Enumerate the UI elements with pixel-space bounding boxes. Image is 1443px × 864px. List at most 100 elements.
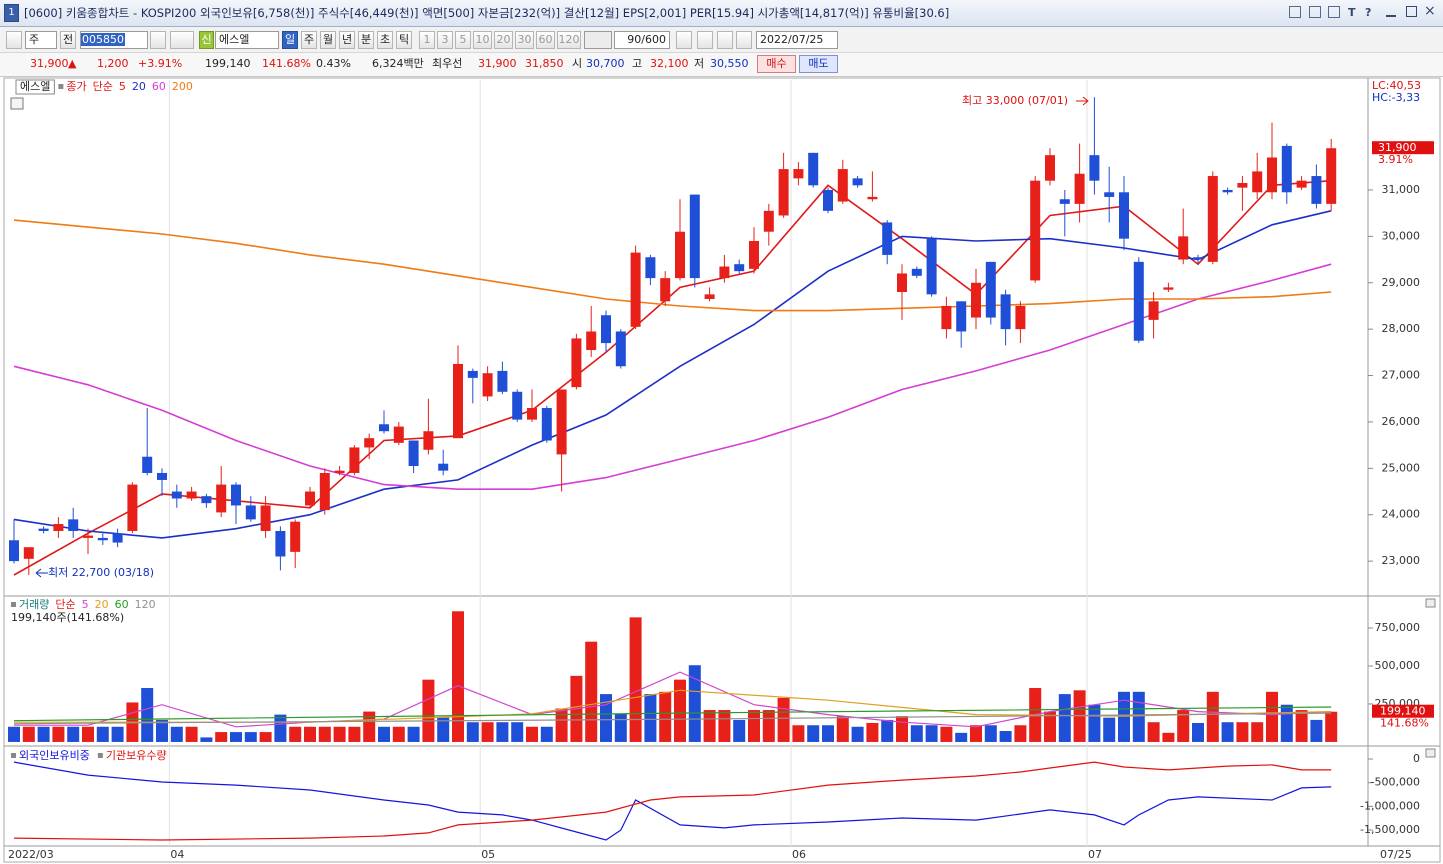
candle-body xyxy=(245,505,256,520)
volume-bar xyxy=(614,713,627,742)
candle-body xyxy=(1311,176,1322,204)
change-pct: +3.91% xyxy=(138,57,183,70)
legend-label: 5 xyxy=(82,598,89,611)
interval-button[interactable]: 일 xyxy=(282,31,298,49)
bid: 31,850 xyxy=(525,57,564,70)
volume-bar xyxy=(526,726,538,742)
candle-body xyxy=(1267,157,1277,193)
y-tick-label: -500,000 xyxy=(1371,776,1420,789)
volume-bar xyxy=(999,731,1012,742)
volume-bar xyxy=(940,726,953,742)
date-input[interactable]: 2022/07/25 xyxy=(756,31,838,49)
candle-body xyxy=(171,491,182,499)
minute-button[interactable]: 30 xyxy=(515,31,534,49)
tool-button[interactable] xyxy=(676,31,692,49)
tool-button[interactable]: ? xyxy=(1365,6,1372,19)
stock-name: 에스엘 xyxy=(20,80,50,93)
interval-button[interactable]: 월 xyxy=(320,31,336,49)
volume-bar xyxy=(970,725,982,742)
volume-bar xyxy=(1206,691,1219,742)
panel-button[interactable] xyxy=(1425,598,1436,608)
window-button[interactable] xyxy=(1328,6,1340,18)
x-tick-label: 07/25 xyxy=(1380,848,1412,861)
interval-button[interactable]: 년 xyxy=(339,31,355,49)
y-tick-label: -1,500,000 xyxy=(1360,823,1420,836)
y-tick-label: 31,000 xyxy=(1382,183,1421,196)
code-input[interactable]: 005850 xyxy=(80,31,148,49)
volume-bar xyxy=(925,725,938,742)
candle-body xyxy=(571,338,582,388)
minute-button[interactable]: 10 xyxy=(473,31,492,49)
close-button[interactable]: × xyxy=(1424,3,1436,19)
volume-bar xyxy=(289,726,302,742)
candle-body xyxy=(364,438,375,448)
volume-bar xyxy=(511,722,524,742)
minute-button[interactable]: 5 xyxy=(455,31,471,49)
buy-button[interactable]: 매수 xyxy=(757,55,796,73)
table-icon[interactable] xyxy=(10,97,24,110)
sound-button[interactable] xyxy=(170,31,194,49)
minute-select[interactable] xyxy=(584,31,612,49)
volume-bar xyxy=(1147,722,1160,742)
minimize-button[interactable] xyxy=(1386,15,1396,17)
candle-body xyxy=(319,472,330,511)
y-tick-label: 27,000 xyxy=(1382,369,1421,382)
low-annotation: 최저 22,700 (03/18) xyxy=(48,566,154,579)
window-icon: 1 xyxy=(4,4,19,22)
minute-button[interactable]: 120 xyxy=(557,31,581,49)
minute-button[interactable]: 60 xyxy=(536,31,555,49)
panel-button[interactable] xyxy=(1425,748,1436,758)
y-tick-label: 26,000 xyxy=(1382,415,1421,428)
window-title: [0600] 키움종합차트 - KOSPI200 외국인보유[6,758(천)]… xyxy=(24,6,950,20)
name-input[interactable]: 에스엘 xyxy=(215,31,279,49)
candle-body xyxy=(482,373,493,397)
volume-bar xyxy=(896,716,908,742)
candle-body xyxy=(1163,287,1174,290)
ma-line xyxy=(13,712,1332,725)
lc-label: LC:40,53 xyxy=(1372,79,1421,92)
interval-button[interactable]: 초 xyxy=(377,31,393,49)
window-button[interactable] xyxy=(1309,6,1321,18)
tool-button[interactable]: T xyxy=(1348,6,1356,19)
turnover: 0.43% xyxy=(316,57,351,70)
count-input[interactable]: 90/600 xyxy=(614,31,670,49)
period-select[interactable]: 주 xyxy=(25,31,57,49)
stock-name-box xyxy=(15,79,55,95)
minute-button[interactable]: 3 xyxy=(437,31,453,49)
search-button[interactable] xyxy=(150,31,166,49)
volume-bar xyxy=(807,725,820,742)
maximize-button[interactable] xyxy=(1406,6,1417,17)
candle-body xyxy=(1326,148,1337,204)
sell-button[interactable]: 매도 xyxy=(799,55,838,73)
candle-body xyxy=(231,484,241,506)
volume-bar xyxy=(1118,691,1130,742)
ma-line xyxy=(13,263,1332,490)
layout-button[interactable] xyxy=(6,31,22,49)
volume-summary: 199,140주(141.68%) xyxy=(11,611,124,624)
tool-button[interactable] xyxy=(697,31,713,49)
interval-button[interactable]: 틱 xyxy=(396,31,412,49)
minute-button[interactable]: 20 xyxy=(494,31,513,49)
volume-bar xyxy=(629,617,642,742)
volume-bar xyxy=(866,722,879,742)
ma-line xyxy=(14,671,1332,728)
y-tick-label: 0 xyxy=(1413,752,1420,765)
candle-body xyxy=(9,540,19,562)
interval-button[interactable]: 주 xyxy=(301,31,317,49)
window-button[interactable] xyxy=(1289,6,1301,18)
interval-button[interactable]: 분 xyxy=(358,31,374,49)
annotation-arrow xyxy=(35,568,48,578)
minute-button[interactable]: 1 xyxy=(419,31,435,49)
settings-button[interactable] xyxy=(736,31,752,49)
candle-body xyxy=(260,505,271,531)
chart-frame xyxy=(3,77,1441,863)
ma-line xyxy=(13,761,1332,841)
candle-body xyxy=(1015,305,1026,330)
volume-bar xyxy=(644,694,657,742)
volume-bar xyxy=(585,641,598,742)
legend-label: 5 xyxy=(119,80,126,93)
volume-bar xyxy=(1221,722,1234,742)
prev-button[interactable]: 전 xyxy=(60,31,76,49)
tool-button[interactable] xyxy=(717,31,733,49)
volume-bar xyxy=(792,725,805,742)
